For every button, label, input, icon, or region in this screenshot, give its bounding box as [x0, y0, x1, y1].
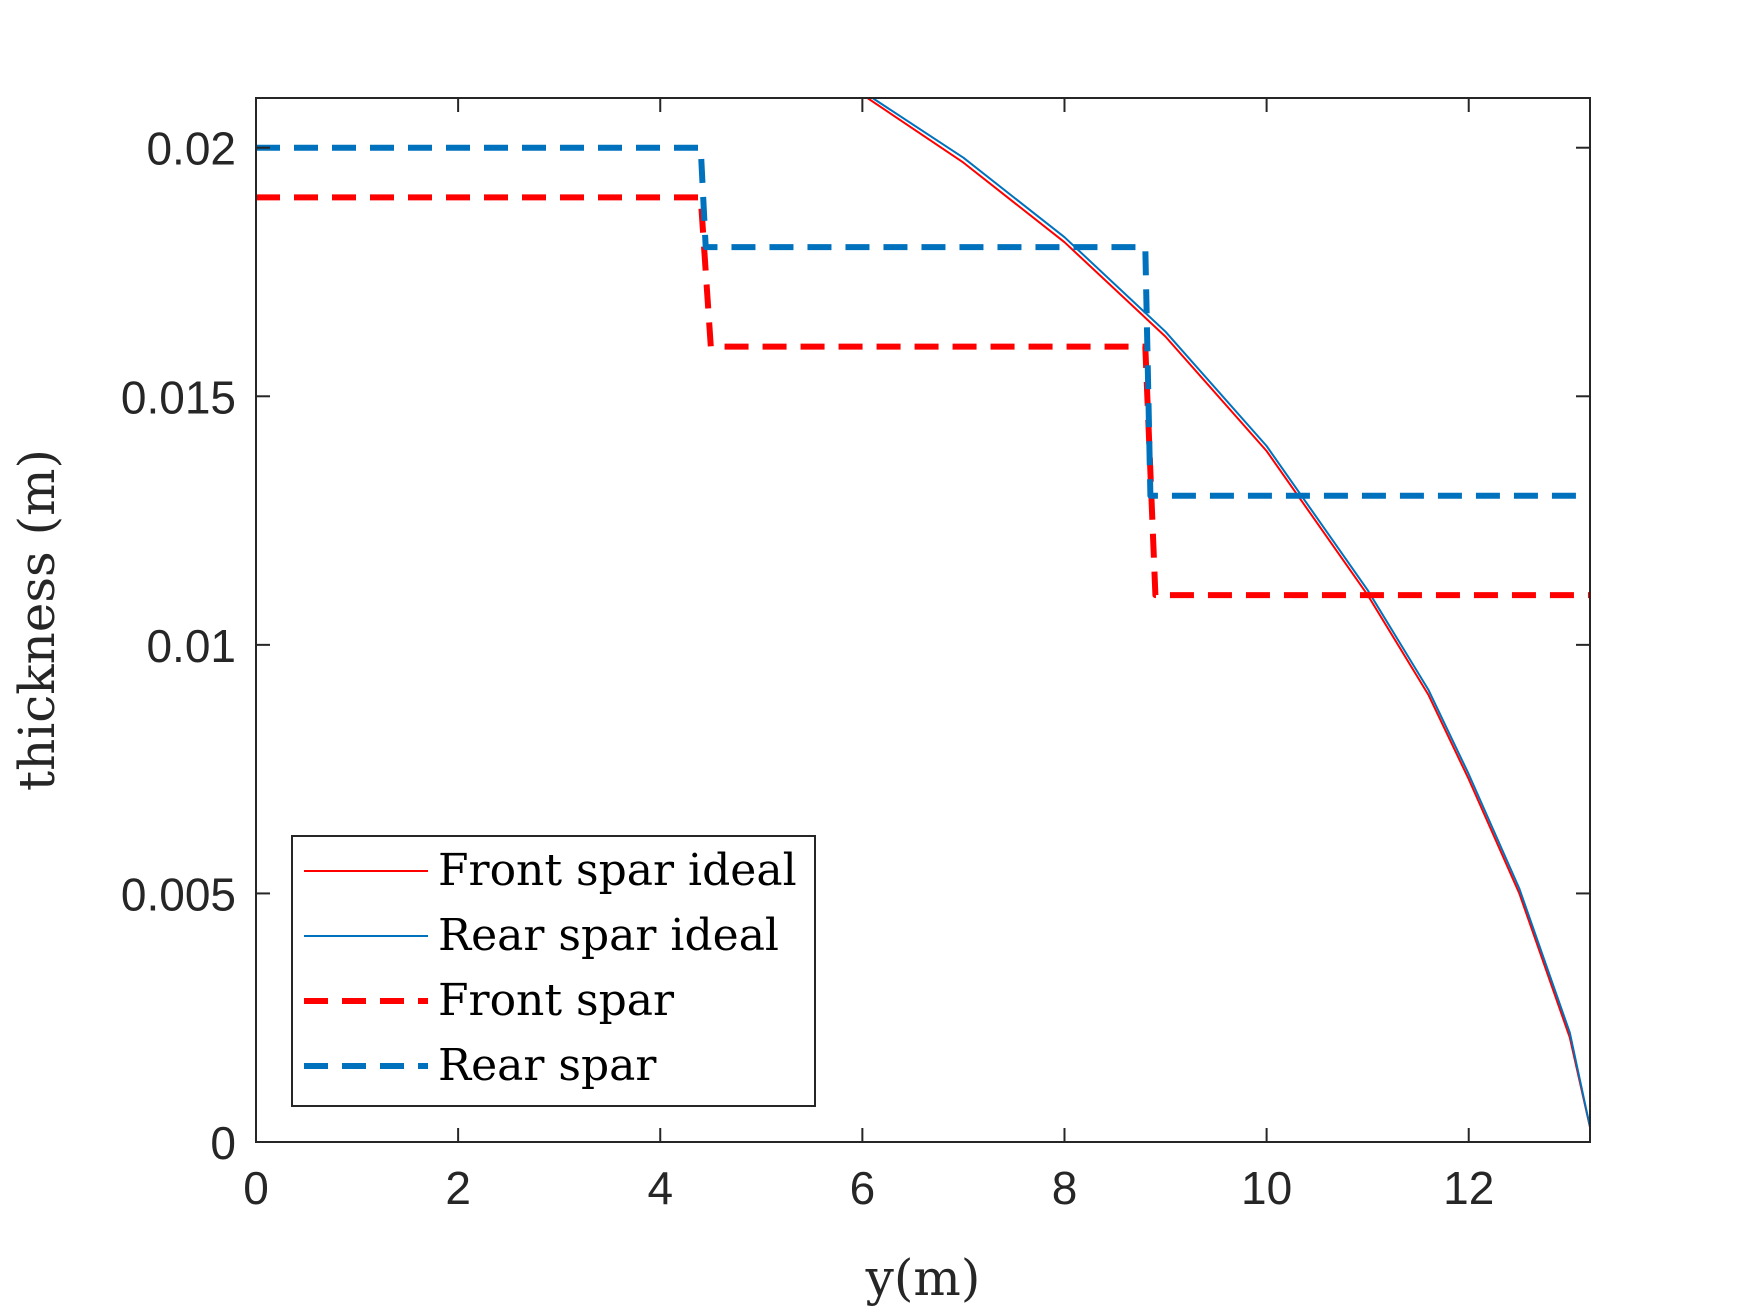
y-tick-label: 0 [210, 1117, 236, 1169]
y-tick-label: 0.005 [121, 868, 236, 920]
axes-box [255, 97, 1591, 1143]
series-front-spar [256, 194, 1590, 599]
x-tick-label: 8 [1052, 1162, 1078, 1214]
y-tick-label: 0.015 [121, 371, 236, 423]
x-tick-label: 10 [1241, 1162, 1292, 1214]
y-tick-label: 0.02 [146, 123, 236, 175]
x-tick-label: 4 [647, 1162, 673, 1214]
x-tick-label: 12 [1443, 1162, 1494, 1214]
legend-box [291, 835, 816, 1107]
legend-label-rear-spar-ideal: Rear spar ideal [438, 910, 779, 961]
legend-label-front-spar: Front spar [438, 975, 675, 1026]
y-axis-title: thickness (m) [8, 449, 66, 791]
x-axis-title: y(m) [865, 1249, 981, 1307]
legend-label-rear-spar: Rear spar [438, 1040, 657, 1091]
legend: Front spar ideal Rear spar ideal Front s… [291, 835, 816, 1107]
series-rear-spar-ideal [871, 97, 1591, 1128]
x-tick-label: 0 [243, 1162, 269, 1214]
y-tick-label: 0.01 [146, 620, 236, 672]
ticks-layer: 0 2 4 6 8 10 12 0 0.005 0.01 0.015 0.02 [121, 98, 1590, 1214]
legend-label-front-spar-ideal: Front spar ideal [438, 845, 797, 896]
series-layer [256, 97, 1591, 1128]
series-rear-spar [256, 144, 1590, 499]
x-tick-label: 2 [445, 1162, 471, 1214]
x-tick-label: 6 [850, 1162, 876, 1214]
